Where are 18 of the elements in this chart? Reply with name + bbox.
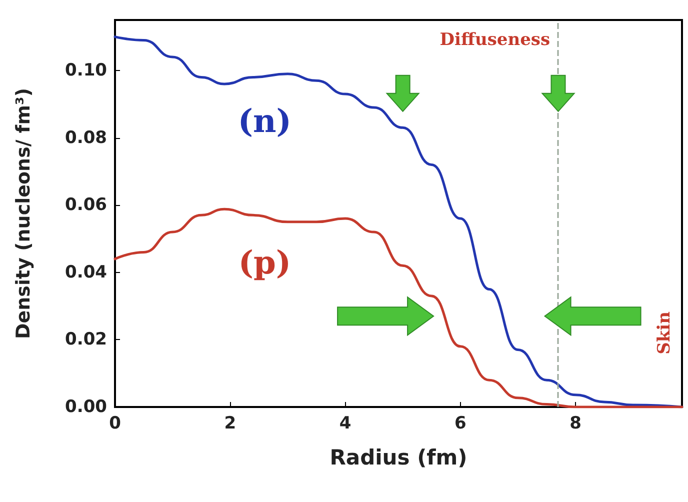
series-label: (n) xyxy=(238,102,292,140)
y-axis-title: Density (nucleons/ fm³) xyxy=(12,88,34,339)
line-series xyxy=(114,208,684,408)
y-tick-label: 0.04 xyxy=(65,262,108,282)
y-tick-label: 0.00 xyxy=(65,397,108,417)
y-tick-label: 0.10 xyxy=(65,60,108,80)
x-tick-label: 8 xyxy=(570,414,582,434)
x-tick-label: 6 xyxy=(454,414,466,434)
series-label: (p) xyxy=(238,243,291,282)
y-tick-label: 0.08 xyxy=(65,128,107,148)
x-tick-label: 0 xyxy=(109,414,122,434)
y-tick-label: 0.06 xyxy=(65,195,107,216)
x-axis-title: Radius (fm) xyxy=(330,446,468,470)
x-tick-label: 2 xyxy=(224,414,236,434)
annotation: Skin xyxy=(654,312,675,354)
annotation: Diffuseness xyxy=(440,30,550,50)
x-tick-label: 4 xyxy=(339,414,352,434)
y-tick-label: 0.02 xyxy=(65,330,107,350)
